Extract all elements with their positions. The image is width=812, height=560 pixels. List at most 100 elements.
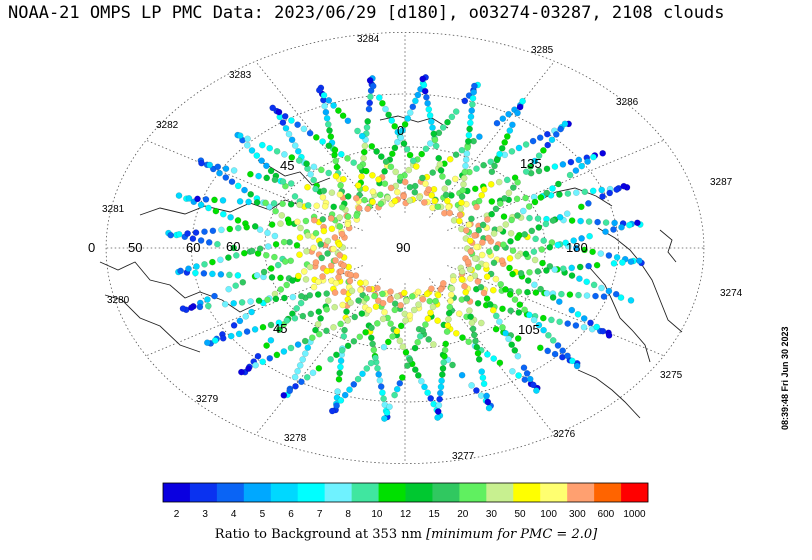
pmc-point [337,320,344,328]
pmc-point [375,176,382,183]
pmc-point [306,291,314,299]
pmc-point [501,194,508,202]
pmc-point [598,284,605,292]
pmc-point [393,293,401,300]
pmc-point [197,237,205,244]
pmc-point [477,319,485,327]
colorbar-swatch [243,483,272,502]
pmc-point [222,174,230,181]
pmc-point [268,274,276,281]
pmc-point [531,157,539,165]
pmc-point [315,330,323,338]
pmc-point [567,158,575,166]
pmc-point [298,378,305,386]
orbit-label: 3286 [616,97,639,108]
pmc-point [355,204,363,212]
pmc-point [314,320,322,328]
colorbar-tick-label: 3 [202,509,208,520]
pmc-point [549,185,556,192]
pmc-point [328,225,336,233]
pmc-point [551,350,559,358]
pmc-point [330,323,337,331]
pmc-point [507,229,515,237]
pmc-point [312,259,320,266]
pmc-point [506,127,514,134]
pmc-point [369,188,377,195]
pmc-point [238,368,245,376]
pmc-point [397,173,404,181]
pmc-point [175,192,183,199]
pmc-point [559,161,567,168]
pmc-point [445,309,453,317]
pmc-point [489,306,497,314]
pmc-point [437,285,445,293]
pmc-point [175,230,183,238]
pmc-point [308,334,316,342]
pmc-point [234,272,242,279]
pmc-point [513,195,521,203]
pmc-point [473,343,481,351]
pmc-point [356,163,364,171]
pmc-point [497,280,505,288]
pmc-point [358,132,366,140]
orbit-label: 3285 [531,45,554,56]
pmc-point [514,252,522,260]
pmc-point [572,322,580,329]
pmc-point [602,219,610,226]
pmc-point [281,113,289,120]
pmc-point [238,299,246,306]
pmc-point [422,145,430,153]
pmc-point [350,337,358,345]
pmc-point [244,135,251,143]
pmc-point [474,263,482,271]
pmc-point [266,354,274,362]
pmc-point [280,391,288,399]
pmc-point [545,331,552,339]
colorbar-tick-label: 5 [260,509,266,520]
pmc-point [358,173,365,180]
pmc-point [495,178,503,186]
pmc-point [473,165,480,172]
pmc-point [597,250,605,257]
pmc-point [368,324,375,332]
pmc-point [294,121,301,128]
pmc-point [374,364,381,372]
pmc-point [377,383,385,390]
pmc-point [418,377,425,385]
pmc-point [264,296,271,304]
pmc-point [380,343,388,351]
pmc-point [444,118,451,126]
pmc-point [578,162,586,170]
pmc-point [500,241,507,248]
pmc-point [459,187,467,194]
pmc-point [568,264,576,272]
pmc-point [473,387,480,394]
pmc-point [218,226,225,234]
pmc-point [391,306,399,314]
pmc-point [430,341,437,348]
pmc-point [363,365,371,372]
pmc-point [462,288,470,296]
pmc-point [509,367,516,375]
pmc-point [339,301,347,309]
pmc-point [530,248,538,255]
pmc-point [301,337,309,345]
pmc-point [287,200,295,208]
pmc-point [590,281,598,289]
pmc-point [446,209,454,217]
pmc-point [266,203,273,211]
pmc-point [461,282,468,290]
pmc-point [499,324,506,331]
pmc-point [464,144,471,151]
pmc-point [372,354,379,362]
pmc-point [517,269,525,277]
pmc-point [347,271,354,279]
pmc-point [492,325,500,333]
pmc-point [336,223,344,230]
pmc-point [268,221,276,228]
pmc-point [438,377,445,385]
pmc-point [475,356,483,363]
pmc-point [259,323,267,331]
colorbar-label-main: Ratio to Background at 353 nm [214,527,427,542]
pmc-point [520,364,528,372]
